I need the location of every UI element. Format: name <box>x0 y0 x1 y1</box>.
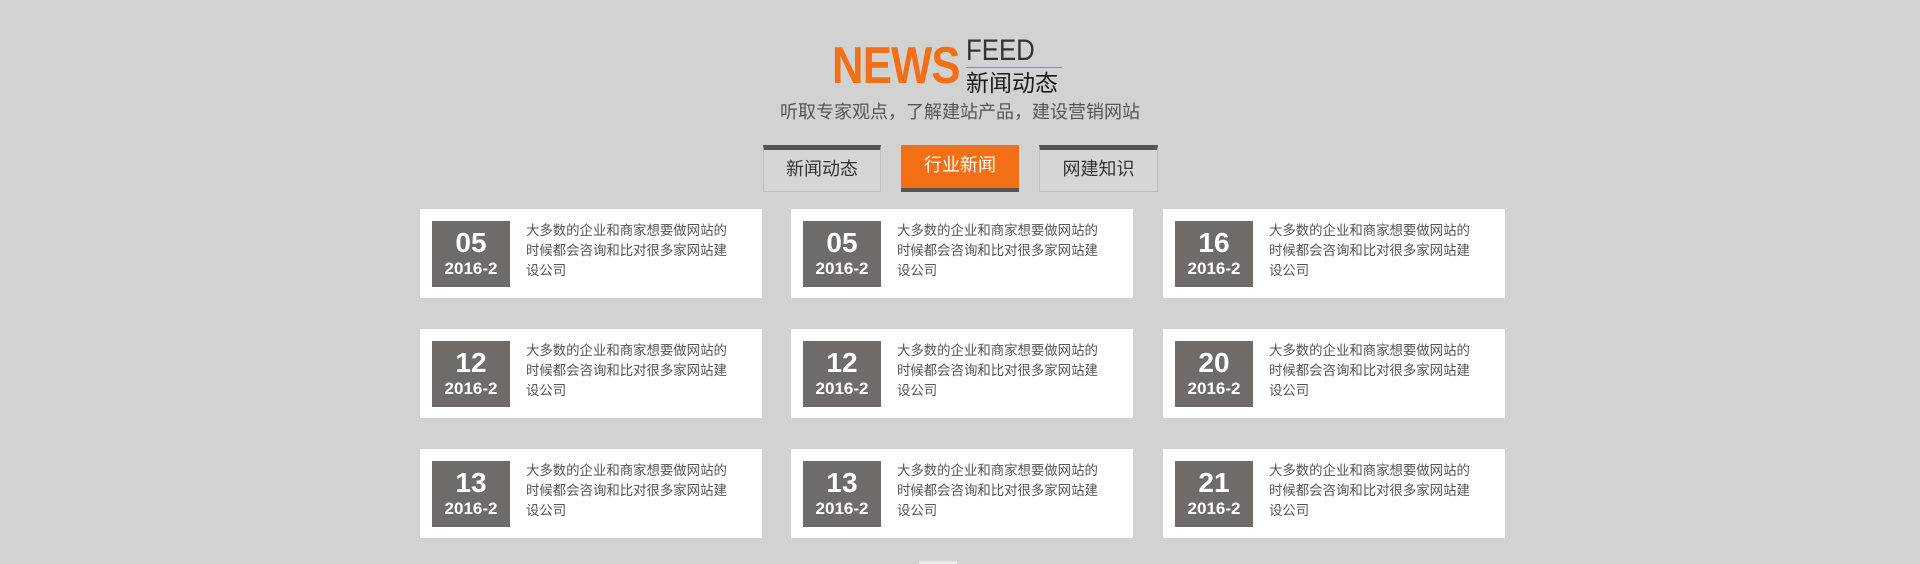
news-summary: 大多数的企业和商家想要做网站的时候都会咨询和比对很多家网站建设公司 <box>1269 344 1470 399</box>
date-badge: 16 2016-2 <box>1175 221 1253 287</box>
tab-news[interactable]: 新闻动态 <box>763 145 881 192</box>
news-summary: 大多数的企业和商家想要做网站的时候都会咨询和比对很多家网站建设公司 <box>526 224 727 279</box>
news-card[interactable]: 05 2016-2 大多数的企业和商家想要做网站的时候都会咨询和比对很多家网站建… <box>420 209 762 298</box>
news-card[interactable]: 12 2016-2 大多数的企业和商家想要做网站的时候都会咨询和比对很多家网站建… <box>420 329 762 418</box>
news-card[interactable]: 05 2016-2 大多数的企业和商家想要做网站的时候都会咨询和比对很多家网站建… <box>791 209 1133 298</box>
date-badge: 05 2016-2 <box>432 221 510 287</box>
bottom-tab-edge <box>919 561 957 564</box>
date-badge: 12 2016-2 <box>432 341 510 407</box>
section-heading: NEWS FEED 新闻动态 听取专家观点，了解建站产品，建设营销网站 <box>0 0 1920 124</box>
news-summary: 大多数的企业和商家想要做网站的时候都会咨询和比对很多家网站建设公司 <box>897 224 1098 279</box>
news-card[interactable]: 20 2016-2 大多数的企业和商家想要做网站的时候都会咨询和比对很多家网站建… <box>1163 329 1505 418</box>
news-card[interactable]: 21 2016-2 大多数的企业和商家想要做网站的时候都会咨询和比对很多家网站建… <box>1163 449 1505 538</box>
feed-underline <box>966 67 1062 68</box>
date-day: 13 <box>455 467 487 498</box>
date-day: 20 <box>1198 347 1230 378</box>
section-title: 新闻动态 <box>966 71 1058 97</box>
date-year-month: 2016-2 <box>444 379 498 398</box>
date-day: 05 <box>826 227 858 258</box>
news-card[interactable]: 13 2016-2 大多数的企业和商家想要做网站的时候都会咨询和比对很多家网站建… <box>791 449 1133 538</box>
date-badge: 13 2016-2 <box>803 461 881 527</box>
news-summary: 大多数的企业和商家想要做网站的时候都会咨询和比对很多家网站建设公司 <box>897 464 1098 519</box>
date-badge: 13 2016-2 <box>432 461 510 527</box>
news-summary: 大多数的企业和商家想要做网站的时候都会咨询和比对很多家网站建设公司 <box>897 344 1098 399</box>
date-day: 21 <box>1198 467 1230 498</box>
news-card[interactable]: 16 2016-2 大多数的企业和商家想要做网站的时候都会咨询和比对很多家网站建… <box>1163 209 1505 298</box>
news-word: NEWS <box>832 37 961 95</box>
date-year-month: 2016-2 <box>1187 379 1241 398</box>
date-badge: 12 2016-2 <box>803 341 881 407</box>
news-card[interactable]: 12 2016-2 大多数的企业和商家想要做网站的时候都会咨询和比对很多家网站建… <box>791 329 1133 418</box>
tab-industry-news[interactable]: 行业新闻 <box>901 145 1019 192</box>
date-badge: 20 2016-2 <box>1175 341 1253 407</box>
news-card[interactable]: 13 2016-2 大多数的企业和商家想要做网站的时候都会咨询和比对很多家网站建… <box>420 449 762 538</box>
date-badge: 21 2016-2 <box>1175 461 1253 527</box>
date-year-month: 2016-2 <box>444 499 498 518</box>
date-year-month: 2016-2 <box>815 499 869 518</box>
date-day: 16 <box>1198 227 1230 258</box>
news-summary: 大多数的企业和商家想要做网站的时候都会咨询和比对很多家网站建设公司 <box>1269 224 1470 279</box>
date-year-month: 2016-2 <box>815 379 869 398</box>
date-year-month: 2016-2 <box>1187 259 1241 278</box>
date-day: 13 <box>826 467 858 498</box>
date-year-month: 2016-2 <box>815 259 869 278</box>
date-year-month: 2016-2 <box>1187 499 1241 518</box>
feed-word: FEED <box>966 34 1035 67</box>
date-badge: 05 2016-2 <box>803 221 881 287</box>
news-summary: 大多数的企业和商家想要做网站的时候都会咨询和比对很多家网站建设公司 <box>526 464 727 519</box>
date-day: 12 <box>455 347 487 378</box>
news-summary: 大多数的企业和商家想要做网站的时候都会咨询和比对很多家网站建设公司 <box>1269 464 1470 519</box>
tab-web-knowledge[interactable]: 网建知识 <box>1039 145 1158 192</box>
news-summary: 大多数的企业和商家想要做网站的时候都会咨询和比对很多家网站建设公司 <box>526 344 727 399</box>
date-day: 12 <box>826 347 858 378</box>
section-subtitle: 听取专家观点，了解建站产品，建设营销网站 <box>780 102 1140 123</box>
date-day: 05 <box>455 227 487 258</box>
date-year-month: 2016-2 <box>444 259 498 278</box>
